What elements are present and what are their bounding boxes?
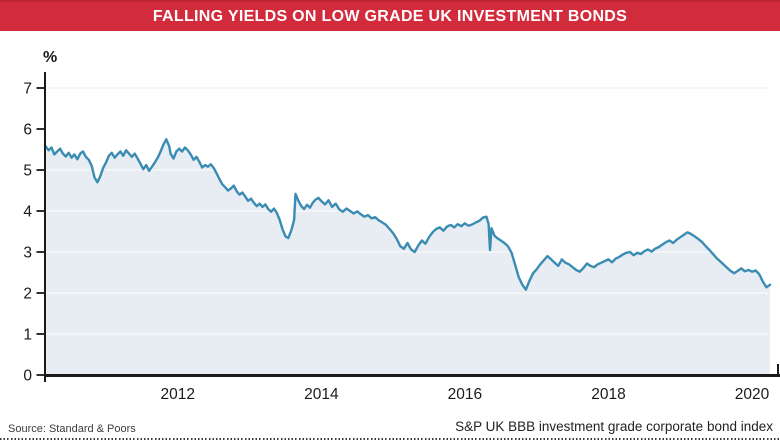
y-tick-label-0: 0 xyxy=(23,368,32,385)
x-tick-label-2014: 2014 xyxy=(304,386,339,403)
x-tick-label-2020: 2020 xyxy=(735,386,770,403)
y-tick-label-7: 7 xyxy=(23,81,32,98)
y-tick-label-1: 1 xyxy=(23,327,32,344)
y-tick-label-4: 4 xyxy=(23,204,32,221)
y-tick-label-5: 5 xyxy=(23,163,32,180)
y-axis-unit-label: % xyxy=(43,49,57,66)
y-tick-label-3: 3 xyxy=(23,245,32,262)
chart-title: FALLING YIELDS ON LOW GRADE UK INVESTMEN… xyxy=(152,7,628,25)
x-tick-label-2012: 2012 xyxy=(161,386,195,403)
y-tick-label-2: 2 xyxy=(23,286,32,303)
yield-line xyxy=(43,138,772,291)
yield-area-fill xyxy=(45,139,770,375)
dotted-divider xyxy=(0,438,780,441)
chart-title-banner: FALLING YIELDS ON LOW GRADE UK INVESTMEN… xyxy=(0,0,780,31)
x-tick-label-2018: 2018 xyxy=(591,386,625,403)
y-tick-label-6: 6 xyxy=(23,122,32,139)
source-note: Source: Standard & Poors xyxy=(8,423,136,435)
x-tick-label-2016: 2016 xyxy=(448,386,482,403)
index-note: S&P UK BBB investment grade corporate bo… xyxy=(455,419,773,434)
